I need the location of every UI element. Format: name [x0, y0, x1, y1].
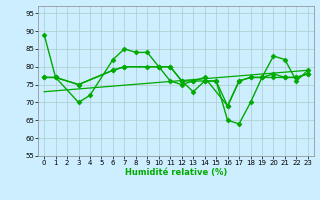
X-axis label: Humidité relative (%): Humidité relative (%) — [125, 168, 227, 177]
